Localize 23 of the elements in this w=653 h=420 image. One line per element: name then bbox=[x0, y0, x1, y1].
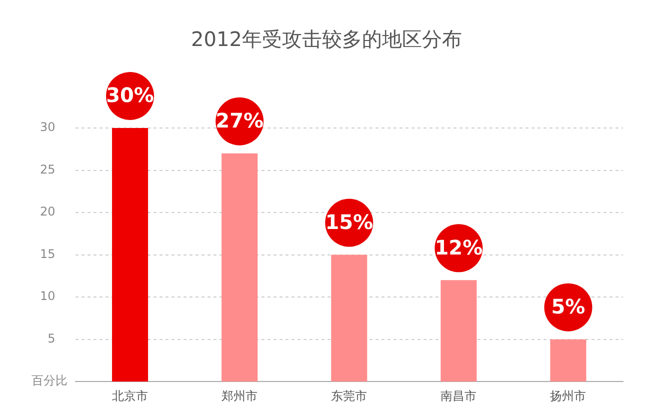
data-label: 12% bbox=[434, 235, 483, 260]
x-tick-label: 北京市 bbox=[112, 388, 148, 403]
y-axis-title: 百分比 bbox=[31, 374, 68, 388]
x-tick-label: 郑州市 bbox=[222, 388, 258, 403]
y-tick-label: 15 bbox=[40, 246, 56, 261]
bar bbox=[112, 128, 148, 382]
x-tick-label: 南昌市 bbox=[440, 388, 477, 403]
x-tick-label: 扬州市 bbox=[550, 388, 586, 403]
y-tick-label: 30 bbox=[40, 120, 56, 134]
bar bbox=[222, 153, 258, 382]
y-tick-label: 5 bbox=[48, 331, 56, 346]
bar bbox=[550, 339, 586, 382]
bar bbox=[331, 254, 368, 382]
data-label: 5% bbox=[551, 294, 586, 319]
y-tick-label: 25 bbox=[40, 162, 56, 176]
data-label: 15% bbox=[325, 210, 374, 234]
y-tick-label: 20 bbox=[40, 204, 56, 219]
data-label: 30% bbox=[106, 83, 154, 108]
chart-title: 2012年受攻击较多的地区分布 bbox=[190, 26, 463, 53]
y-tick-label: 10 bbox=[40, 289, 56, 304]
x-tick-label: 东莞市 bbox=[331, 388, 368, 403]
data-label: 27% bbox=[216, 108, 264, 133]
bar bbox=[440, 280, 477, 382]
